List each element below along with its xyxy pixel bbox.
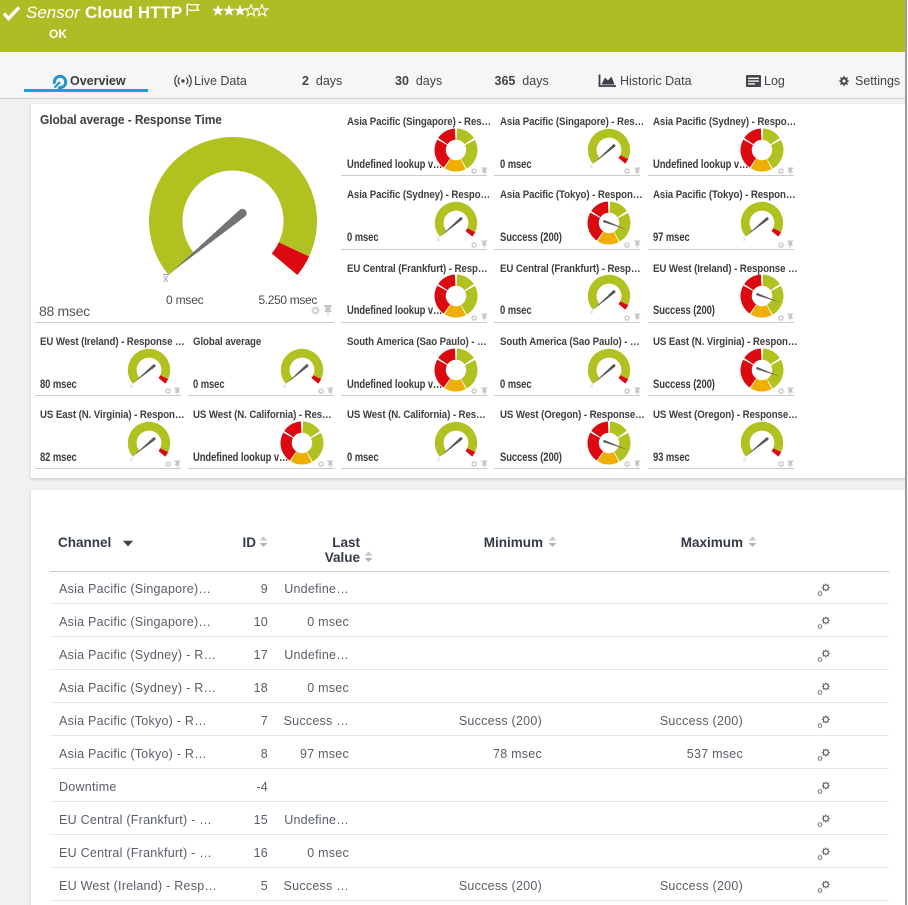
svg-text:x: x bbox=[743, 236, 747, 243]
svg-text:x: x bbox=[590, 383, 594, 390]
svg-text:x: x bbox=[437, 456, 441, 463]
svg-text:x: x bbox=[130, 383, 134, 390]
svg-text:x: x bbox=[283, 383, 287, 390]
svg-text:x: x bbox=[437, 236, 441, 243]
svg-text:x: x bbox=[130, 456, 134, 463]
svg-text:x: x bbox=[743, 456, 747, 463]
svg-text:x: x bbox=[590, 310, 594, 317]
svg-text:x: x bbox=[590, 163, 594, 170]
